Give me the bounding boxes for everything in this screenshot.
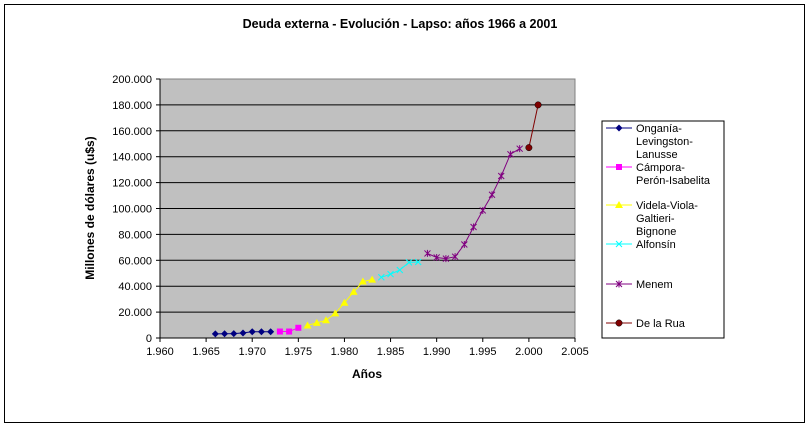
series-group — [211, 101, 542, 338]
data-point — [497, 172, 505, 180]
chart-title: Deuda externa - Evolución - Lapso: años … — [243, 17, 558, 31]
data-point — [451, 253, 459, 261]
x-tick-label: 1.985 — [377, 346, 405, 358]
data-point — [322, 316, 330, 324]
data-point — [534, 101, 542, 109]
series-line — [528, 104, 539, 148]
series-5 — [424, 145, 524, 263]
legend-label: Videla-Viola-Galtieri-Bignone — [636, 200, 698, 238]
data-point — [377, 273, 385, 281]
data-point — [405, 259, 413, 266]
series-2 — [276, 324, 302, 335]
legend-label: Menem — [636, 279, 673, 291]
data-point — [387, 270, 394, 278]
y-tick-label: 180.000 — [112, 100, 152, 112]
series-6 — [525, 101, 542, 152]
data-point — [276, 328, 283, 335]
data-point — [340, 298, 349, 306]
x-tick-label: 2.005 — [561, 346, 589, 358]
axes: 0 20.000 40.000 60.000 80.000 100.000 120.000 1… — [112, 74, 589, 358]
y-tick-label: 0 — [146, 333, 152, 345]
legend-item: Videla-Viola-Galtieri-Bignone — [606, 200, 698, 238]
legend-swatch-marker — [615, 240, 623, 248]
data-point — [358, 277, 367, 285]
x-axis-label: Años — [352, 367, 382, 381]
y-tick-label: 80.000 — [118, 229, 152, 241]
x-tick-label: 1.960 — [146, 346, 174, 358]
data-point — [507, 150, 514, 158]
legend-label: Cámpora-Perón-Isabelita — [636, 162, 711, 187]
y-tick-label: 140.000 — [112, 152, 152, 164]
x-tick-label: 1.975 — [285, 346, 313, 358]
y-tick-label: 200.000 — [112, 74, 152, 86]
data-point — [230, 330, 238, 338]
data-point — [414, 258, 422, 266]
data-point — [516, 145, 524, 153]
legend-label: De la Rua — [636, 318, 686, 330]
data-point — [295, 324, 302, 331]
gridlines — [160, 104, 575, 313]
legend-item: Menem — [606, 279, 673, 291]
series-3 — [303, 275, 377, 329]
y-tick-label: 160.000 — [112, 126, 152, 138]
y-tick-label: 100.000 — [112, 204, 152, 216]
y-tick-label: 60.000 — [118, 255, 152, 267]
data-point — [248, 328, 256, 336]
data-point — [239, 329, 247, 337]
x-tick-label: 1.990 — [423, 346, 451, 358]
data-point — [488, 191, 496, 199]
y-tick-label: 120.000 — [112, 178, 152, 190]
data-point — [267, 328, 275, 336]
data-point — [331, 309, 340, 317]
data-point — [303, 321, 312, 329]
x-tick-label: 1.970 — [238, 346, 266, 358]
legend — [601, 120, 725, 339]
data-point — [312, 318, 321, 326]
x-tick-label: 2.000 — [515, 346, 543, 358]
y-axis-label: Millones de dólares (u$s) — [83, 136, 97, 279]
series-1 — [211, 328, 275, 338]
legend-entries: Onganía-Levingston-LanusseCámpora-Perón-… — [606, 123, 711, 330]
legend-label: Onganía-Levingston-Lanusse — [636, 123, 693, 161]
legend-item: Cámpora-Perón-Isabelita — [606, 162, 711, 187]
data-point — [433, 253, 441, 261]
data-point — [286, 328, 293, 335]
legend-swatch-marker — [616, 164, 622, 170]
data-point — [424, 249, 431, 257]
legend-swatch-marker — [615, 124, 623, 132]
legend-swatch-marker — [615, 201, 623, 208]
data-point — [221, 330, 229, 338]
data-point — [211, 330, 219, 338]
data-point — [349, 287, 358, 295]
y-tick-label: 40.000 — [118, 281, 152, 293]
data-point — [479, 206, 487, 214]
y-tick-label: 20.000 — [118, 307, 152, 319]
x-tick-label: 1.980 — [331, 346, 359, 358]
legend-item: Onganía-Levingston-Lanusse — [606, 123, 693, 161]
x-tick-label: 1.965 — [192, 346, 220, 358]
series-4 — [377, 258, 422, 281]
legend-label: Alfonsín — [636, 239, 676, 251]
data-point — [368, 275, 377, 283]
legend-item: De la Rua — [606, 318, 686, 330]
legend-swatch-marker — [615, 319, 623, 327]
data-point — [470, 223, 477, 231]
data-point — [257, 328, 265, 336]
data-point — [460, 241, 468, 249]
legend-item: Alfonsín — [606, 239, 676, 251]
data-point — [442, 255, 450, 263]
data-point — [525, 144, 533, 152]
data-point — [396, 266, 404, 274]
legend-swatch-marker — [615, 280, 623, 288]
x-tick-label: 1.995 — [469, 346, 497, 358]
